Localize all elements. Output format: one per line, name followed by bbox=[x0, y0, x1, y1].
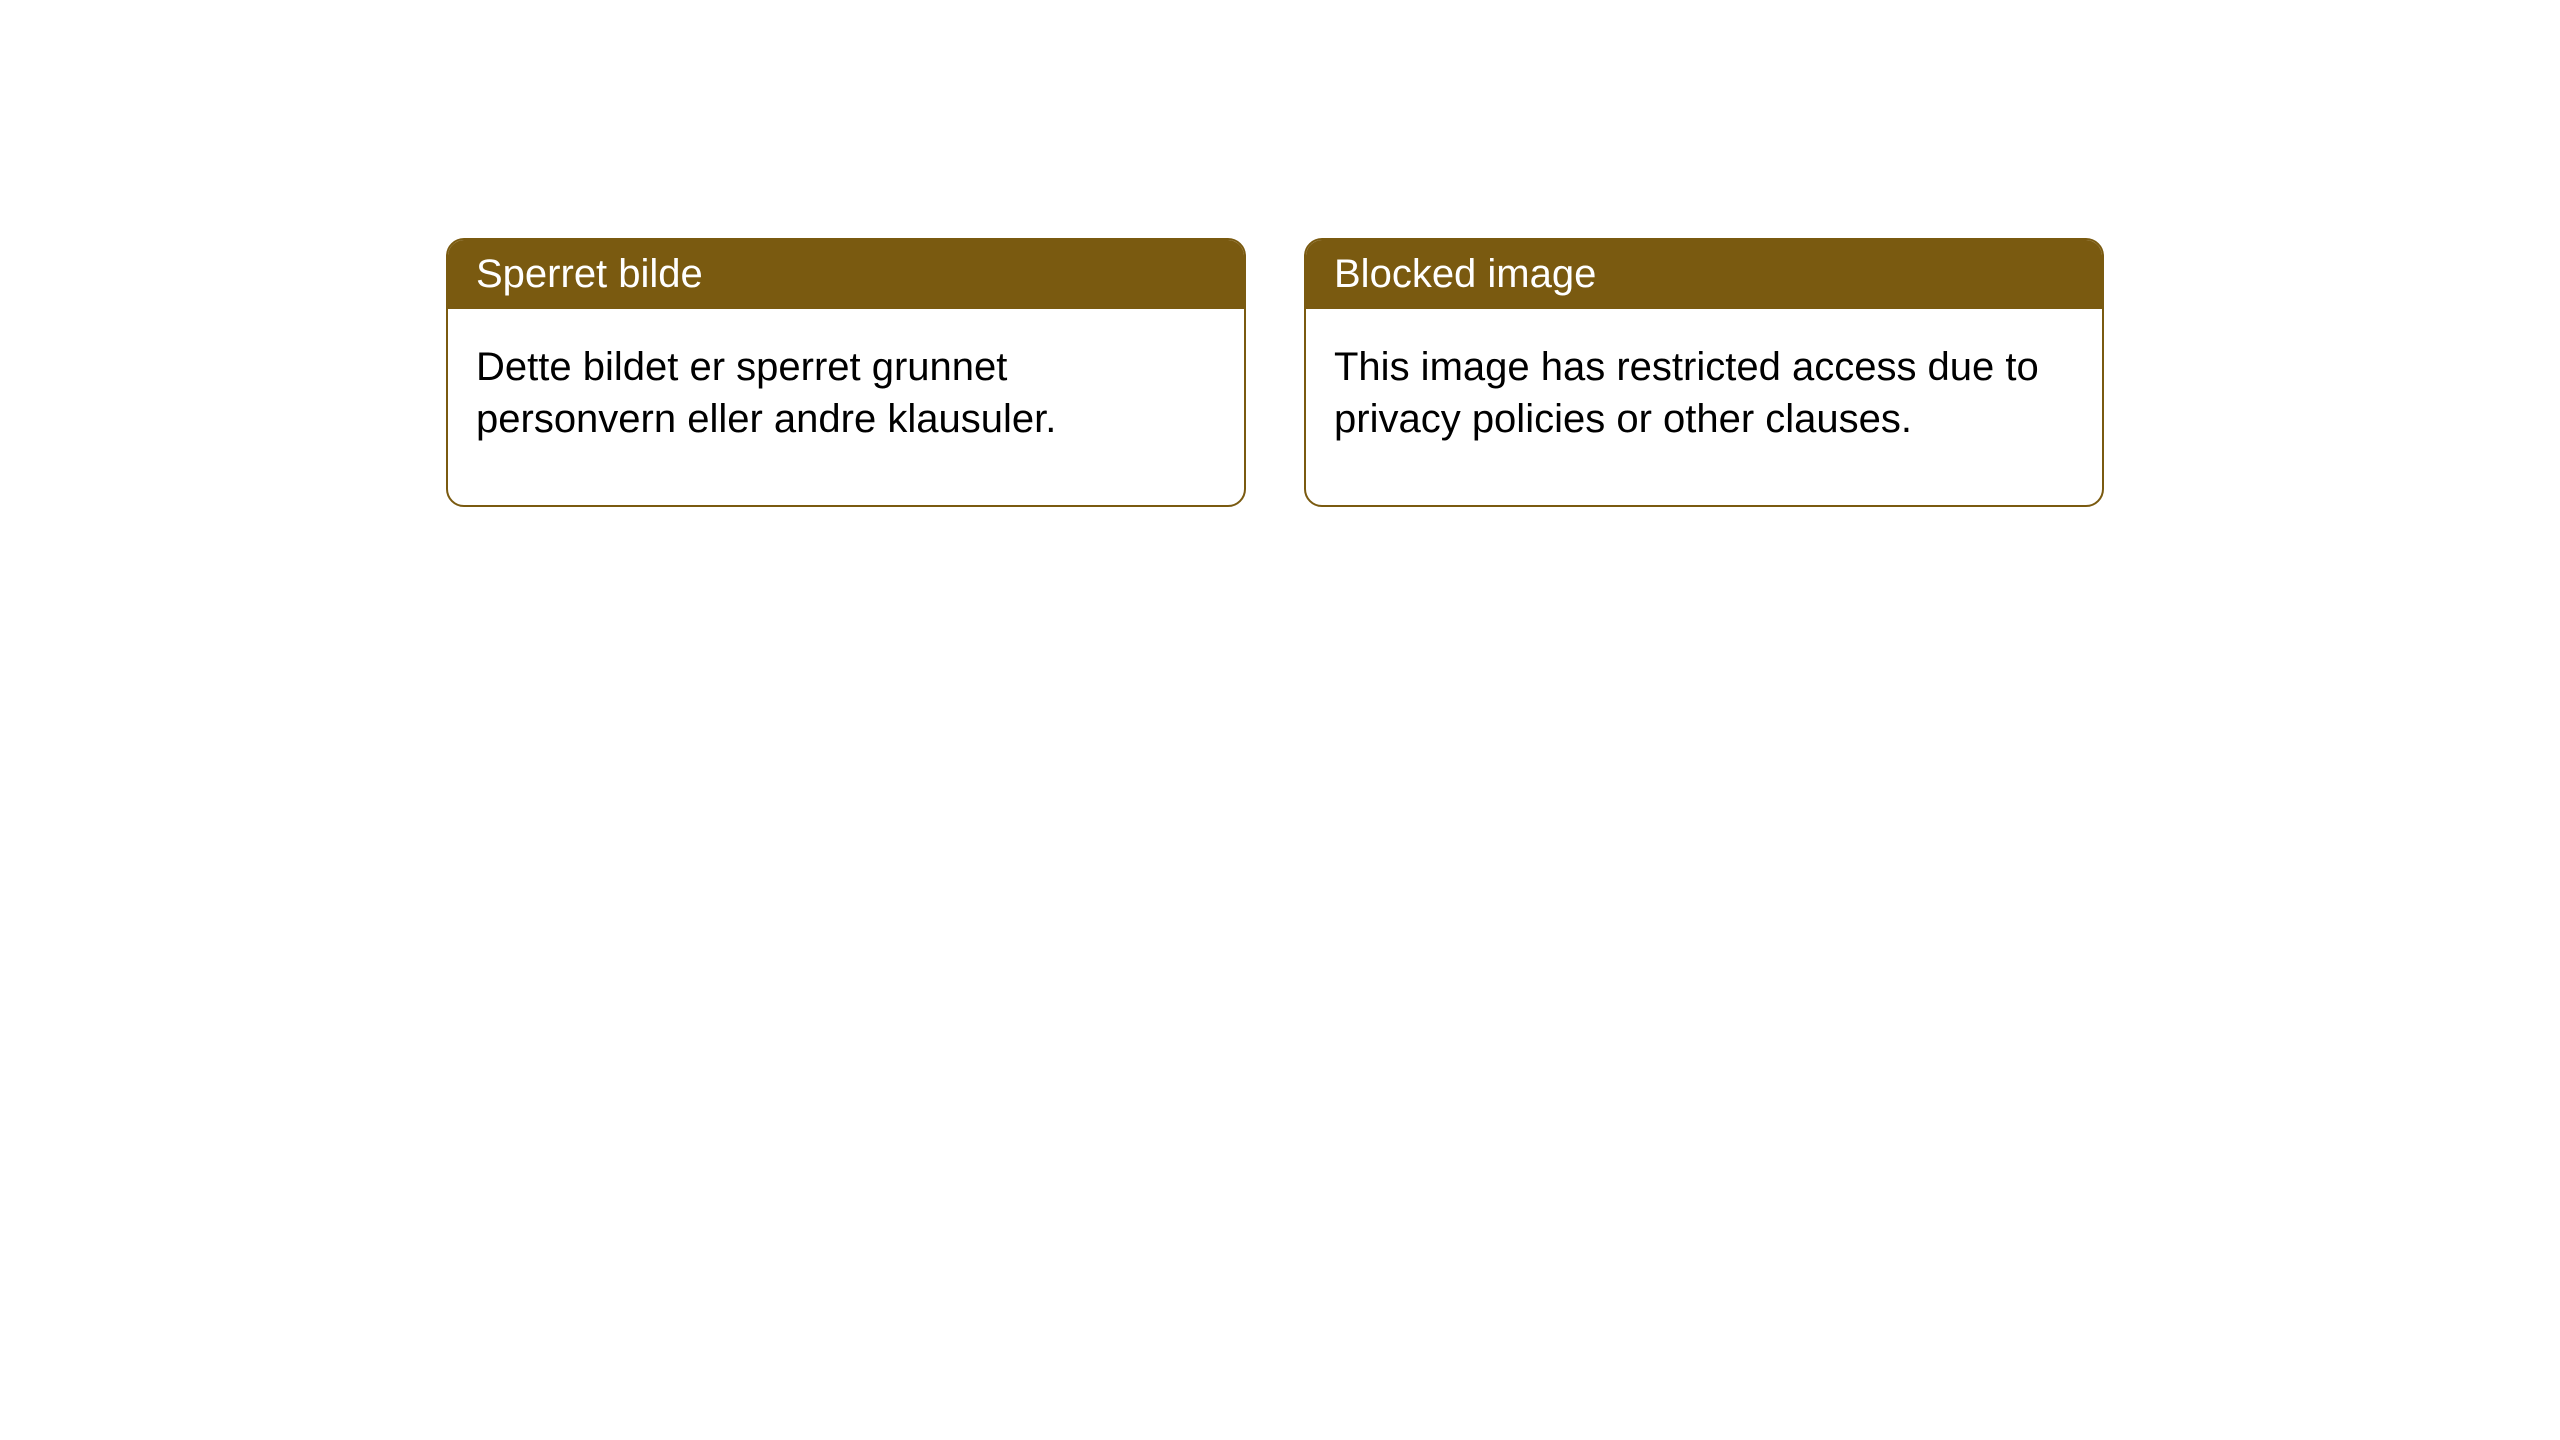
card-title: Blocked image bbox=[1334, 252, 1596, 296]
card-body-text: Dette bildet er sperret grunnet personve… bbox=[476, 345, 1056, 441]
card-header: Sperret bilde bbox=[448, 240, 1244, 309]
card-body: This image has restricted access due to … bbox=[1306, 309, 2102, 505]
notice-cards-container: Sperret bilde Dette bildet er sperret gr… bbox=[446, 238, 2104, 507]
card-header: Blocked image bbox=[1306, 240, 2102, 309]
card-body-text: This image has restricted access due to … bbox=[1334, 345, 2039, 441]
card-title: Sperret bilde bbox=[476, 252, 703, 296]
notice-card-norwegian: Sperret bilde Dette bildet er sperret gr… bbox=[446, 238, 1246, 507]
card-body: Dette bildet er sperret grunnet personve… bbox=[448, 309, 1244, 505]
notice-card-english: Blocked image This image has restricted … bbox=[1304, 238, 2104, 507]
